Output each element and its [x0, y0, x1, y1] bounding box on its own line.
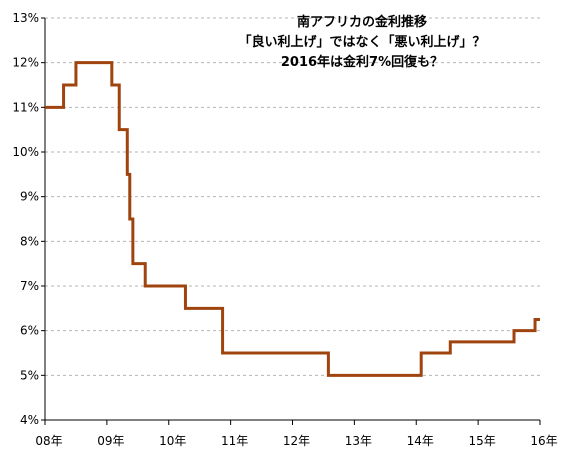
axes: [44, 18, 540, 421]
y-tick-label: 13%: [12, 11, 39, 25]
title-line: 2016年は金利7%回復も？: [281, 54, 443, 70]
rate-series-line: [45, 61, 540, 377]
gridlines: [45, 17, 540, 376]
y-tick-label: 11%: [12, 100, 39, 114]
x-tick-labels: 08年 09年 10年 11年 12年 13年 14年 15年 16年: [35, 420, 558, 448]
x-tick-label: 12年: [283, 434, 310, 448]
x-tick-label: 11年: [221, 434, 248, 448]
chart-title: 南アフリカの金利推移「良い利上げ」ではなく「悪い利上げ」？ 2016年は金利7%回…: [238, 14, 485, 70]
y-tick-label: 5%: [20, 368, 39, 382]
title-line: 「良い利上げ」ではなく「悪い利上げ」？: [238, 34, 485, 50]
x-tick-label: 08年: [35, 434, 62, 448]
x-tick-label: 16年: [530, 434, 557, 448]
x-tick-label: 10年: [159, 434, 186, 448]
y-tick-labels: 4% 5% 6% 7% 8% 9% 10% 11% 12% 13%: [12, 11, 45, 427]
x-tick-label: 09年: [97, 434, 124, 448]
y-tick-label: 12%: [12, 56, 39, 70]
y-tick-label: 6%: [20, 324, 39, 338]
series-layer: [45, 61, 540, 377]
y-tick-label: 9%: [20, 190, 39, 204]
y-tick-label: 10%: [12, 145, 39, 159]
title-line: 南アフリカの金利推移: [297, 14, 427, 30]
y-tick-label: 4%: [20, 413, 39, 427]
x-tick-label: 14年: [407, 434, 434, 448]
x-tick-label: 13年: [345, 434, 372, 448]
x-tick-label: 15年: [468, 434, 495, 448]
y-tick-label: 7%: [20, 279, 39, 293]
y-tick-label: 8%: [20, 234, 39, 248]
